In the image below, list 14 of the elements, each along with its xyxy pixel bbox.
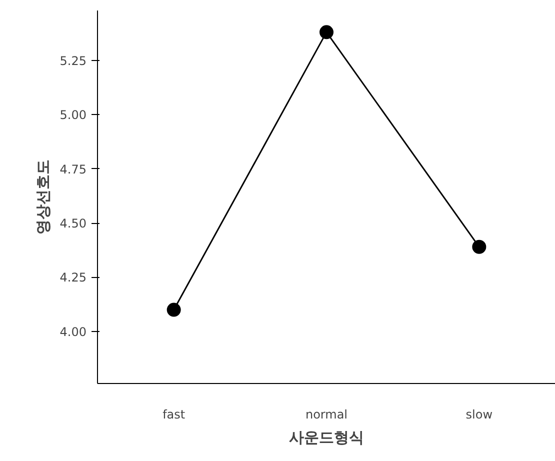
point — [472, 240, 486, 254]
x-axis-title: 사운드형식 — [289, 430, 364, 446]
y-tick-label: 5.00 — [60, 108, 86, 122]
y-tick-label: 4.00 — [60, 324, 86, 339]
point — [166, 302, 181, 317]
y-tick-label: 4.25 — [60, 270, 86, 285]
point — [320, 25, 334, 40]
y-tick-label: 4.75 — [60, 162, 86, 176]
y-tick-label: 5.25 — [60, 54, 86, 68]
x-tick-label: normal — [305, 408, 348, 422]
y-axis-title: 영상선호도 — [34, 160, 52, 234]
x-tick-label: slow — [466, 408, 493, 422]
y-tick-label: 4.50 — [60, 216, 86, 231]
x-tick-label: fast — [162, 408, 186, 422]
